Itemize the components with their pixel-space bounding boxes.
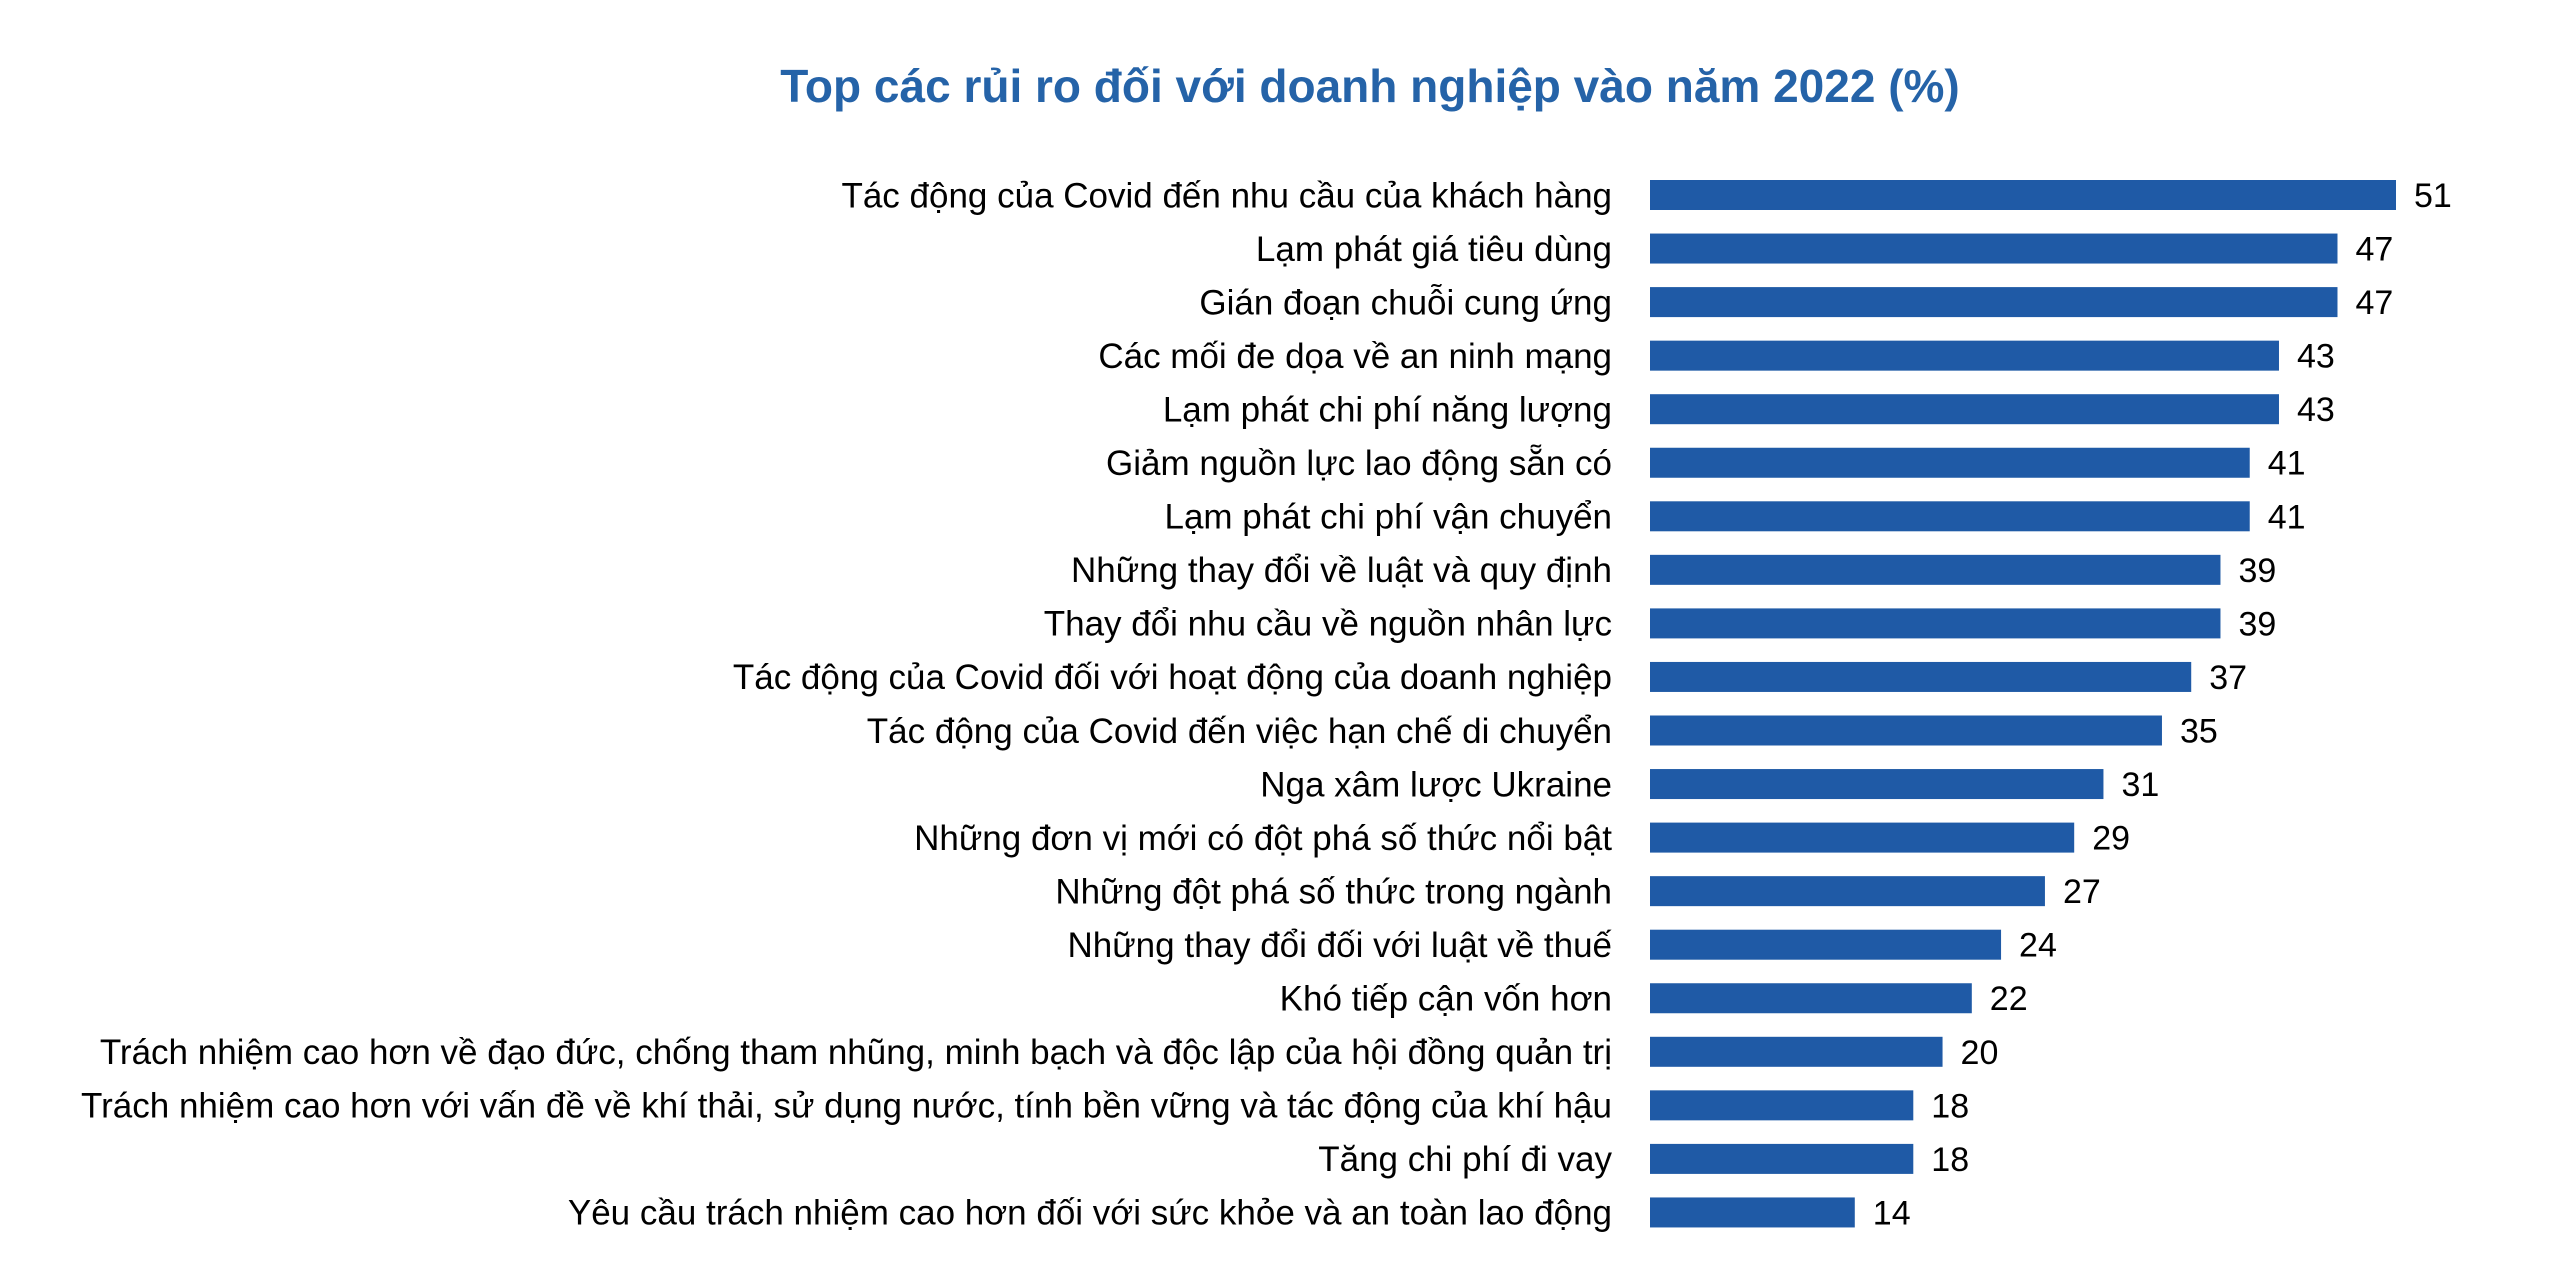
- bar: [1650, 501, 2250, 532]
- category-label: Lạm phát giá tiêu dùng: [1256, 230, 1612, 269]
- bar: [1650, 287, 2338, 318]
- bar: [1650, 1143, 1914, 1174]
- data-label: 47: [2355, 284, 2393, 322]
- data-label: 24: [2019, 927, 2057, 965]
- data-label: 27: [2063, 873, 2101, 911]
- bar: [1650, 1197, 1855, 1228]
- category-label: Những đột phá số thức trong ngành: [1055, 872, 1612, 911]
- bar: [1650, 661, 2192, 692]
- data-label: 43: [2297, 391, 2335, 429]
- chart-title: Top các rủi ro đối với doanh nghiệp vào …: [780, 60, 1960, 112]
- category-label: Những đơn vị mới có đột phá số thức nổi …: [914, 819, 1612, 858]
- bar: [1650, 608, 2221, 639]
- data-label: 31: [2121, 766, 2159, 804]
- bar: [1650, 180, 2396, 210]
- category-label: Những thay đổi đối với luật về thuế: [1068, 926, 1612, 965]
- data-label: 51: [2414, 177, 2452, 215]
- data-label: 18: [1931, 1141, 1969, 1179]
- category-label: Yêu cầu trách nhiệm cao hơn đối với sức …: [568, 1194, 1612, 1233]
- data-label: 22: [1990, 980, 2028, 1018]
- data-label: 41: [2268, 498, 2306, 536]
- bar: [1650, 822, 2075, 853]
- category-label: Lạm phát chi phí vận chuyển: [1164, 498, 1612, 537]
- category-label: Trách nhiệm cao hơn với vấn đề về khí th…: [81, 1087, 1612, 1126]
- category-label: Nga xâm lược Ukraine: [1260, 765, 1612, 804]
- category-label: Tăng chi phí đi vay: [1318, 1140, 1612, 1179]
- bar: [1650, 715, 2162, 746]
- data-label: 37: [2209, 659, 2247, 697]
- category-label: Các mối đe dọa về an ninh mạng: [1098, 337, 1612, 376]
- bar: [1650, 394, 2279, 425]
- bar: [1650, 769, 2104, 800]
- bar: [1650, 1036, 1943, 1067]
- data-label: 39: [2238, 552, 2276, 590]
- category-label: Tác động của Covid đối với hoạt động của…: [733, 658, 1612, 697]
- category-label: Những thay đổi về luật và quy định: [1071, 551, 1612, 590]
- category-label: Thay đổi nhu cầu về nguồn nhân lực: [1044, 605, 1612, 644]
- data-label: 14: [1873, 1194, 1911, 1232]
- category-label: Tác động của Covid đến việc hạn chế di c…: [867, 712, 1612, 751]
- category-label: Lạm phát chi phí năng lượng: [1163, 390, 1612, 429]
- category-label: Trách nhiệm cao hơn về đạo đức, chống th…: [100, 1033, 1612, 1072]
- bar: [1650, 554, 2221, 585]
- category-label: Giảm nguồn lực lao động sẵn có: [1106, 444, 1612, 483]
- data-label: 41: [2268, 445, 2306, 483]
- bar: [1650, 340, 2279, 371]
- data-label: 43: [2297, 338, 2335, 376]
- bar: [1650, 233, 2338, 264]
- data-label: 39: [2238, 605, 2276, 643]
- category-label: Khó tiếp cận vốn hơn: [1280, 980, 1612, 1019]
- bar: [1650, 929, 2002, 960]
- bar: [1650, 876, 2045, 907]
- data-label: 35: [2180, 712, 2218, 750]
- data-label: 29: [2092, 820, 2130, 858]
- data-label: 47: [2355, 231, 2393, 269]
- category-label: Tác động của Covid đến nhu cầu của khách…: [841, 176, 1612, 215]
- data-label: 20: [1961, 1034, 1999, 1072]
- data-label: 18: [1931, 1087, 1969, 1125]
- bar: [1650, 983, 1972, 1014]
- bar: [1650, 447, 2250, 478]
- category-label: Gián đoạn chuỗi cung ứng: [1199, 283, 1612, 322]
- bar: [1650, 1090, 1914, 1121]
